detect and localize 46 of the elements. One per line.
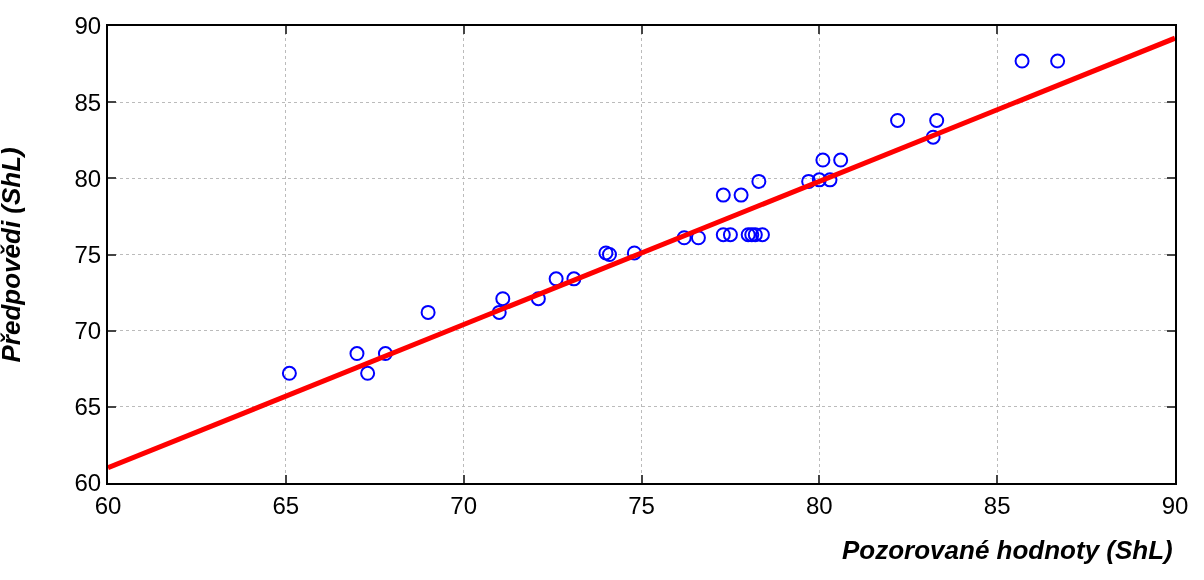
point	[801, 173, 817, 189]
point	[715, 227, 731, 243]
point	[690, 230, 706, 246]
point	[1014, 53, 1030, 69]
point	[740, 227, 756, 243]
point	[929, 112, 945, 128]
point	[377, 346, 393, 362]
x-tick-label: 90	[1161, 491, 1189, 519]
y-tick-label: 75	[74, 240, 102, 268]
point	[602, 247, 617, 262]
y-tick-label: 85	[74, 88, 102, 116]
point	[281, 365, 297, 381]
point	[1050, 53, 1066, 69]
point	[811, 172, 827, 188]
x-tick-label: 80	[805, 491, 833, 519]
point	[890, 112, 906, 128]
point	[530, 291, 546, 307]
x-tick-label: 65	[272, 491, 300, 519]
point	[925, 129, 941, 145]
point	[815, 152, 831, 168]
y-tick-label: 80	[74, 164, 102, 192]
x-tick-label: 75	[628, 491, 655, 519]
y-tick-label: 90	[74, 12, 102, 40]
point	[598, 245, 614, 261]
x-axis-title: Pozorované hodnoty (ShL)	[842, 535, 1173, 565]
point	[420, 304, 436, 320]
point	[833, 152, 849, 168]
y-tick-label: 65	[74, 393, 102, 421]
point	[733, 187, 749, 203]
point	[349, 346, 365, 362]
point	[491, 304, 507, 320]
point	[754, 227, 770, 243]
y-axis-title: Předpovědi (ShL)	[0, 147, 27, 363]
x-tick-label: 70	[450, 491, 478, 519]
point	[676, 230, 692, 246]
point	[548, 271, 564, 287]
x-tick-label: 85	[983, 491, 1011, 519]
point	[626, 245, 642, 261]
point	[495, 291, 511, 307]
point	[822, 172, 838, 188]
point	[751, 173, 767, 189]
point	[360, 365, 376, 381]
y-tick-label: 70	[74, 317, 102, 345]
point	[722, 227, 738, 243]
point	[715, 187, 731, 203]
point	[566, 271, 582, 287]
